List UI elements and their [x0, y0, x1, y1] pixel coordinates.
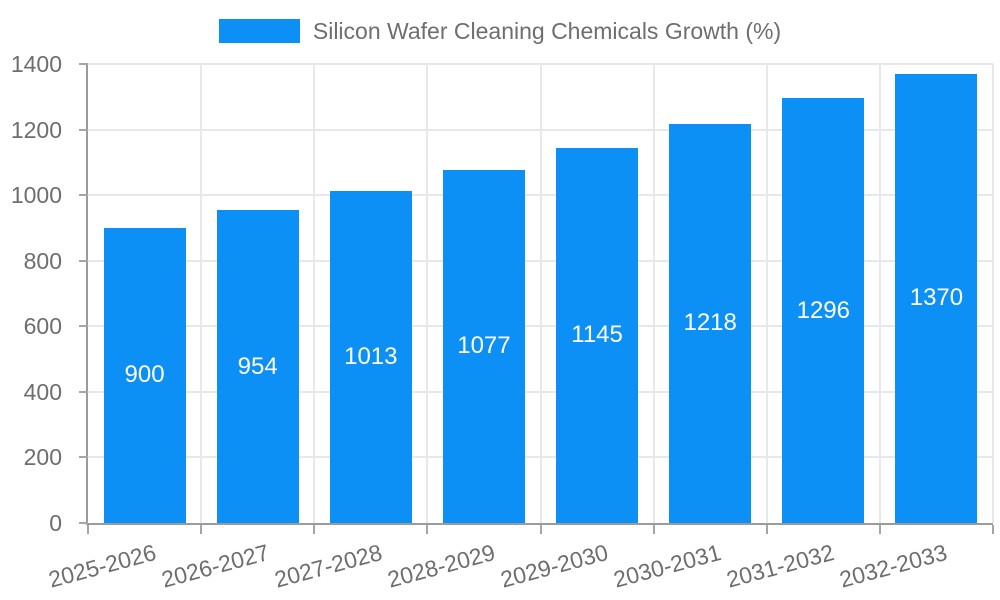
x-gridline — [313, 64, 316, 523]
y-axis-tick — [79, 325, 88, 328]
legend: Silicon Wafer Cleaning Chemicals Growth … — [0, 18, 1000, 44]
bar[interactable]: 1218 — [669, 123, 752, 523]
x-axis-tick — [652, 525, 655, 534]
bar-value-label: 1077 — [457, 332, 511, 360]
y-axis-tick — [79, 128, 88, 131]
bar[interactable]: 1013 — [329, 190, 412, 523]
x-axis-tick — [200, 525, 203, 534]
y-axis-label: 0 — [49, 510, 62, 536]
x-gridline — [992, 64, 994, 523]
bar-value-label: 900 — [124, 361, 165, 389]
bar[interactable]: 1145 — [556, 147, 639, 523]
x-axis-tick — [878, 525, 881, 534]
x-axis-tick — [313, 525, 316, 534]
bar-value-label: 954 — [237, 352, 278, 380]
y-axis-label: 200 — [23, 444, 62, 471]
x-axis-line — [86, 523, 993, 525]
x-axis-tick — [992, 525, 994, 534]
x-gridline — [765, 64, 768, 523]
x-gridline — [878, 64, 881, 523]
bar-value-label: 1296 — [796, 296, 850, 324]
legend-swatch[interactable] — [218, 19, 300, 43]
y-axis-label: 1400 — [10, 51, 62, 77]
y-axis-label: 400 — [23, 378, 62, 405]
y-axis-tick — [79, 522, 88, 524]
bar-value-label: 1218 — [683, 309, 737, 337]
x-gridline — [539, 64, 542, 523]
y-axis-label: 800 — [23, 247, 62, 274]
y-axis-line — [86, 64, 88, 523]
y-axis-tick — [79, 63, 88, 65]
y-axis-label: 1200 — [10, 116, 62, 143]
x-axis-tick — [765, 525, 768, 534]
x-gridline — [200, 64, 203, 523]
x-axis-tick — [87, 525, 89, 534]
bar[interactable]: 1370 — [895, 73, 978, 523]
x-gridline — [426, 64, 429, 523]
legend-label[interactable]: Silicon Wafer Cleaning Chemicals Growth … — [312, 18, 782, 44]
bar-value-label: 1370 — [909, 284, 964, 312]
y-axis-tick — [79, 456, 88, 459]
y-axis-tick — [79, 390, 88, 393]
x-axis-tick — [539, 525, 542, 534]
bar[interactable]: 1077 — [442, 169, 525, 523]
plot-area: 0 200 400 600 800 1000 1200 1400 900 954 1013 1077 1… — [11, 52, 994, 593]
y-axis-label: 1000 — [10, 182, 62, 209]
bar[interactable]: 954 — [216, 210, 299, 523]
bar[interactable]: 900 — [103, 227, 186, 523]
y-axis-tick — [79, 259, 88, 262]
bar-value-label: 1145 — [571, 321, 623, 349]
y-axis-tick — [79, 194, 88, 197]
bar-value-label: 1013 — [344, 342, 398, 370]
y-axis-label: 600 — [23, 313, 62, 340]
bar[interactable]: 1296 — [782, 98, 865, 523]
x-axis-tick — [426, 525, 429, 534]
x-gridline — [652, 64, 655, 523]
